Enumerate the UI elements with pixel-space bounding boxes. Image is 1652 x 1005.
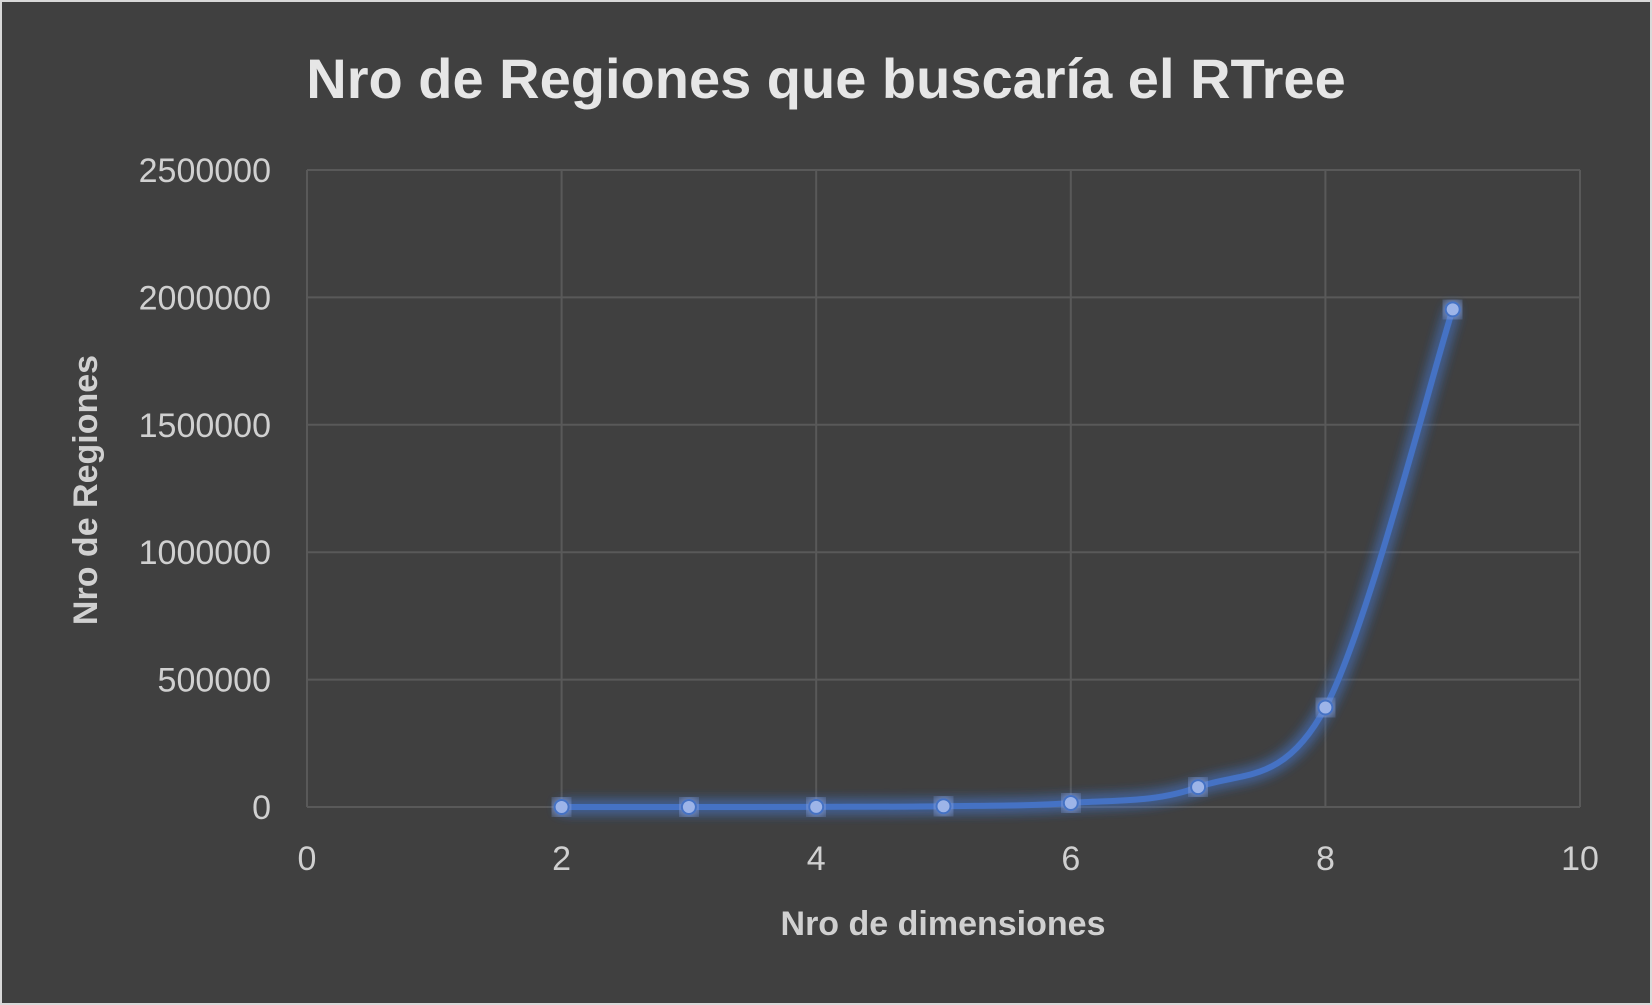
y-tick-labels: 0 500000 1000000 1500000 2000000 2500000 xyxy=(139,152,271,827)
y-tick-label: 0 xyxy=(252,789,271,827)
x-tick-label: 6 xyxy=(1061,840,1080,878)
y-tick-label: 2000000 xyxy=(139,279,271,317)
x-axis-title: Nro de dimensiones xyxy=(781,905,1106,943)
x-tick-label: 0 xyxy=(298,840,317,878)
gridlines xyxy=(306,169,1581,808)
x-tick-label: 4 xyxy=(807,840,826,878)
x-tick-label: 2 xyxy=(552,840,571,878)
data-point xyxy=(1444,301,1461,318)
data-series xyxy=(553,301,1461,815)
y-tick-label: 1000000 xyxy=(139,534,271,572)
y-tick-label: 2500000 xyxy=(139,152,271,190)
x-tick-label: 8 xyxy=(1316,840,1335,878)
data-point xyxy=(1317,699,1334,716)
x-tick-label: 10 xyxy=(1561,840,1599,878)
y-tick-label: 1500000 xyxy=(139,407,271,445)
x-tick-labels: 0 2 4 6 8 10 xyxy=(298,840,1599,878)
data-point xyxy=(680,798,697,815)
y-axis-title: Nro de Regiones xyxy=(67,355,105,625)
data-point xyxy=(553,798,570,815)
data-point xyxy=(1062,795,1079,812)
data-point xyxy=(1190,779,1207,796)
chart-title: Nro de Regiones que buscaría el RTree xyxy=(306,47,1345,110)
y-tick-label: 500000 xyxy=(158,662,271,700)
series-line xyxy=(558,306,1456,810)
data-point xyxy=(808,798,825,815)
data-point xyxy=(935,798,952,815)
